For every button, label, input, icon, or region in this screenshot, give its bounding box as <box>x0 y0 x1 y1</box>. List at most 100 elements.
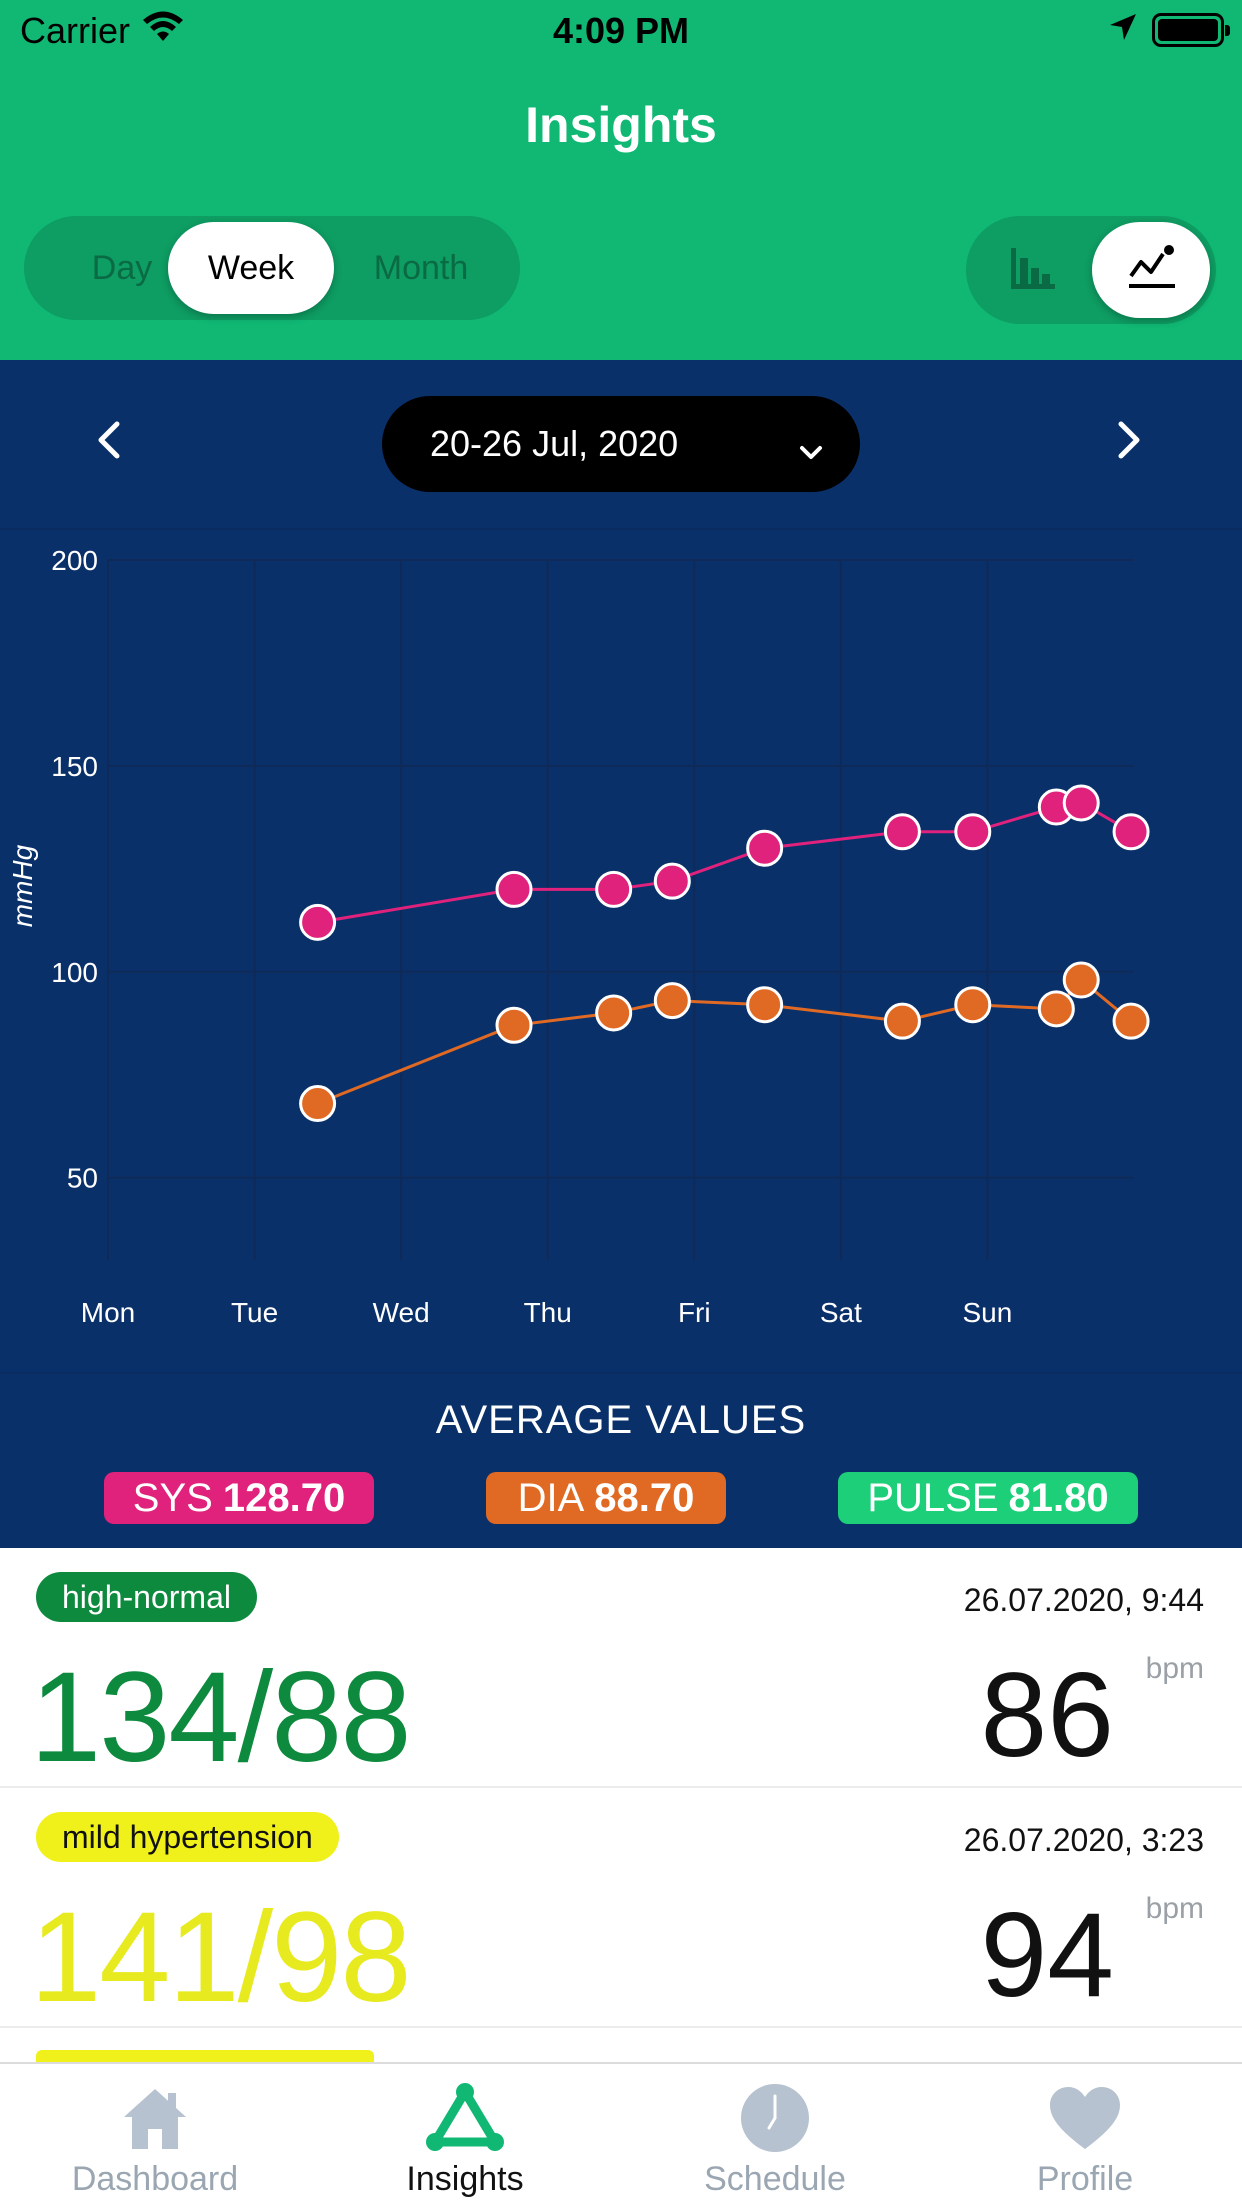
x-tick-label: Tue <box>231 1297 278 1328</box>
y-tick-label: 150 <box>51 751 98 782</box>
average-dia-pill: DIA 88.70 <box>486 1472 726 1524</box>
dia-data-point <box>653 982 691 1020</box>
page-title: Insights <box>525 97 717 153</box>
pulse-unit: bpm <box>1145 1892 1204 1925</box>
status-bar: Carrier 4:09 PM <box>0 0 1242 62</box>
next-category-badge-peek <box>36 2050 374 2062</box>
insights-panel: 20-26 Jul, 2020 50 100 150 200 Mon Tue Wed Thu F… <box>0 360 1242 1548</box>
period-tab-day[interactable]: Day <box>91 248 153 287</box>
dia-data-point <box>495 1006 533 1044</box>
date-range-picker[interactable]: 20-26 Jul, 2020 <box>382 396 860 492</box>
header: Carrier 4:09 PM Insights Day Week Month <box>0 0 1242 360</box>
chevron-left-icon <box>95 420 123 465</box>
average-pulse-value: 81.80 <box>1008 1475 1109 1520</box>
chart-view-toggle <box>966 216 1216 324</box>
blood-pressure-chart: 50 100 150 200 Mon Tue Wed Thu Fri Sat Sun mmHg <box>7 545 1150 1328</box>
pulse-value: 94 <box>980 1888 1114 2022</box>
status-time: 4:09 PM <box>552 10 690 51</box>
sys-data-point <box>1112 813 1150 851</box>
carrier-label: Carrier <box>20 10 131 51</box>
average-values-title: AVERAGE VALUES <box>435 1398 807 1442</box>
reading-datetime: 26.07.2020, 3:23 <box>963 1822 1204 1858</box>
location-arrow-icon <box>1108 12 1138 47</box>
dia-data-point <box>954 986 992 1024</box>
average-sys-value: 128.70 <box>222 1475 346 1520</box>
chevron-right-icon <box>1115 420 1143 465</box>
tab-insights[interactable]: Insights <box>310 2064 620 2208</box>
dia-data-point <box>883 1002 921 1040</box>
dia-series-line <box>317 977 1133 1105</box>
tab-label: Schedule <box>704 2160 846 2198</box>
dia-data-point <box>299 1085 337 1123</box>
y-tick-label: 200 <box>51 545 98 576</box>
y-tick-label: 100 <box>51 957 98 988</box>
average-pulse-pill: PULSE 81.80 <box>838 1472 1138 1524</box>
status-right <box>1108 12 1230 47</box>
category-badge: mild hypertension <box>36 1812 339 1862</box>
battery-icon <box>1152 12 1230 47</box>
divider <box>0 528 1242 530</box>
period-segmented-control: Day Week Month <box>24 216 520 320</box>
clock-icon <box>739 2078 811 2158</box>
dia-data-point <box>746 986 784 1024</box>
sys-data-point <box>495 870 533 908</box>
sys-data-point <box>954 813 992 851</box>
tab-profile[interactable]: Profile <box>930 2064 1240 2208</box>
x-tick-label: Fri <box>678 1297 711 1328</box>
x-tick-label: Thu <box>524 1297 572 1328</box>
sys-data-point <box>299 903 337 941</box>
blood-pressure-value: 134/88 <box>30 1646 411 1789</box>
home-icon <box>120 2078 190 2158</box>
line-chart-icon <box>1125 244 1177 297</box>
period-tab-week[interactable]: Week <box>168 222 334 314</box>
divider <box>0 1372 1242 1374</box>
average-dia-label: DIA <box>517 1475 585 1520</box>
sys-series-line <box>317 801 1132 924</box>
x-tick-label: Mon <box>81 1297 135 1328</box>
sys-data-point <box>595 870 633 908</box>
previous-week-button[interactable] <box>86 410 132 474</box>
dia-data-point <box>1037 990 1075 1028</box>
tab-label: Insights <box>406 2160 524 2198</box>
average-sys-label: SYS <box>132 1475 213 1520</box>
sys-data-point <box>746 829 784 867</box>
category-badge: high-normal <box>36 1572 257 1622</box>
pulse-unit: bpm <box>1145 1652 1204 1685</box>
x-tick-label: Wed <box>373 1297 430 1328</box>
y-axis-label: mmHg <box>7 844 38 927</box>
tab-bar: Dashboard Insights Schedule <box>0 2062 1242 2208</box>
carrier-info: Carrier <box>20 10 184 52</box>
dia-data-point <box>1112 1002 1150 1040</box>
reading-row[interactable]: mild hypertension 26.07.2020, 3:23 141/9… <box>0 1788 1242 2029</box>
period-tab-month[interactable]: Month <box>373 248 469 287</box>
wifi-icon <box>142 10 184 52</box>
next-week-button[interactable] <box>1106 410 1152 474</box>
sys-data-point <box>653 862 691 900</box>
average-pulse-label: PULSE <box>867 1475 999 1520</box>
x-tick-label: Sun <box>963 1297 1013 1328</box>
x-tick-label: Sat <box>820 1297 862 1328</box>
date-range-label: 20-26 Jul, 2020 <box>430 423 679 464</box>
readings-list[interactable]: high-normal 26.07.2020, 9:44 134/88 86 b… <box>0 1548 1242 2062</box>
chevron-down-icon <box>798 430 824 472</box>
bar-chart-button[interactable] <box>976 222 1086 318</box>
insights-icon <box>425 2078 505 2158</box>
dia-data-point <box>595 994 633 1032</box>
average-sys-pill: SYS 128.70 <box>104 1472 374 1524</box>
tab-schedule[interactable]: Schedule <box>620 2064 930 2208</box>
dia-data-point <box>1062 961 1100 999</box>
bar-chart-icon <box>1005 244 1057 297</box>
tab-label: Profile <box>1036 2160 1134 2198</box>
reading-datetime: 26.07.2020, 9:44 <box>963 1582 1204 1618</box>
line-chart-button[interactable] <box>1092 222 1210 318</box>
sys-data-point <box>883 813 921 851</box>
blood-pressure-value: 141/98 <box>30 1886 411 2029</box>
heart-icon <box>1048 2078 1122 2158</box>
pulse-value: 86 <box>980 1648 1114 1782</box>
y-tick-label: 50 <box>67 1163 98 1194</box>
average-dia-value: 88.70 <box>594 1475 695 1520</box>
sys-data-point <box>1062 784 1100 822</box>
reading-row[interactable]: high-normal 26.07.2020, 9:44 134/88 86 b… <box>0 1548 1242 1789</box>
tab-dashboard[interactable]: Dashboard <box>0 2064 310 2208</box>
tab-label: Dashboard <box>71 2160 239 2198</box>
